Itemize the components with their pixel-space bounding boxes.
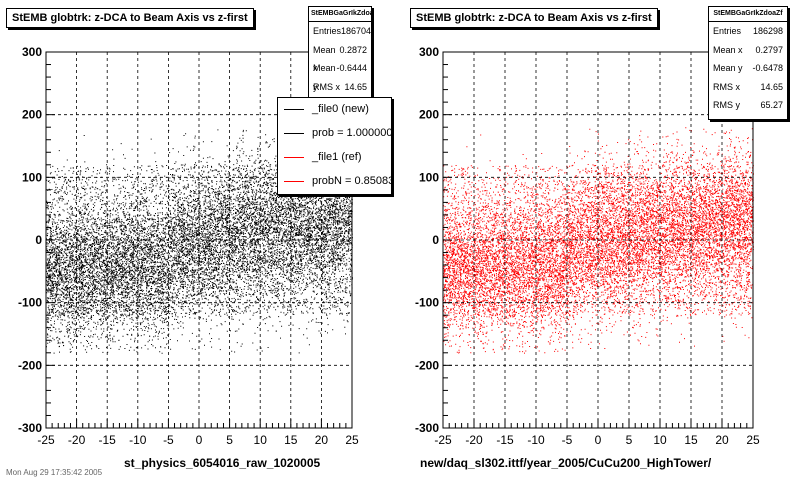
stats-value: -0.6444	[336, 63, 367, 73]
y-tick-label: -100	[415, 296, 439, 310]
x-tick-label: -15	[496, 433, 514, 447]
legend-swatch	[284, 181, 304, 182]
x-tick-label: 25	[345, 433, 359, 447]
stats-name-right: StEMBGaGrIkZdoaZf	[709, 7, 787, 22]
right-pad: -25 -20 -15 -10 -5 0 5 10 15 20 25 -300 -200 -100 0 100…	[400, 0, 800, 480]
scatter-points	[443, 127, 754, 354]
x-tick-label: -5	[163, 433, 174, 447]
legend-entry: _file0 (new)	[278, 98, 391, 122]
stats-value: 186704	[341, 26, 372, 36]
x-tick-label: 5	[226, 433, 233, 447]
stats-row: RMS x 14.65	[309, 78, 371, 97]
stats-value: 14.65	[760, 81, 783, 92]
stats-value: 65.27	[760, 100, 783, 110]
y-tick-label: 100	[419, 170, 439, 184]
x-tick-label: -25	[37, 433, 55, 447]
y-tick-label: 300	[22, 45, 42, 59]
y-tick-label: -200	[415, 358, 439, 372]
x-tick-label: 0	[595, 433, 602, 447]
stats-row: Entries 186704	[309, 22, 371, 41]
y-tick-label: 0	[432, 233, 439, 247]
stats-label: RMS x	[713, 81, 740, 92]
stats-value: -0.6478	[752, 63, 783, 73]
stats-label: Mean x	[713, 44, 743, 55]
scatter-point-cloud	[46, 127, 353, 354]
stats-row: Mean y -0.6478	[709, 59, 787, 78]
x-tick-label: -20	[68, 433, 86, 447]
grid-lines	[443, 52, 753, 428]
x-tick-label: -10	[129, 433, 147, 447]
y-tick-label: -200	[18, 358, 42, 372]
y-tick-label: -300	[18, 421, 42, 435]
legend-label: _file1 (ref)	[312, 151, 362, 163]
y-tick-label: 0	[35, 233, 42, 247]
x-tick-label: 25	[746, 433, 760, 447]
legend-swatch	[284, 133, 304, 134]
legend-label: prob = 1.000000	[312, 127, 392, 139]
x-tick-label: -5	[562, 433, 573, 447]
y-tick-label: 300	[419, 45, 439, 59]
scatter-points	[46, 127, 353, 354]
stats-row: Entries 186298	[709, 22, 787, 41]
chart-title-right: StEMB globtrk: z-DCA to Beam Axis vs z-f…	[410, 8, 658, 28]
legend-label: _file0 (new)	[312, 103, 369, 115]
legend-entry: prob = 1.000000	[278, 122, 391, 146]
y-tick-label: 200	[419, 108, 439, 122]
x-axis-title-left: st_physics_6054016_raw_1020005	[124, 456, 321, 470]
x-tick-label: 10	[254, 433, 268, 447]
x-axis-title-right: new/daq_sl302.ittf/year_2005/CuCu200_Hig…	[420, 456, 712, 470]
scatter-point-cloud	[443, 127, 754, 354]
y-tick-label: -300	[415, 421, 439, 435]
legend-label: probN = 0.850831	[312, 175, 392, 187]
stats-name-left: StEMBGaGrIkZdoaZf	[309, 7, 371, 22]
x-tick-label: -15	[99, 433, 117, 447]
stats-label: Entries	[313, 26, 342, 36]
left-pad: -25 -20 -15 -10 -5 0 5 10 15 20 25 -300 -200 -100 0 100…	[6, 6, 392, 470]
y-tick-label: -100	[18, 296, 42, 310]
stats-label: Mean x	[313, 44, 336, 74]
axis-ticks	[442, 51, 754, 429]
chart-title-left: StEMB globtrk: z-DCA to Beam Axis vs z-f…	[6, 8, 254, 28]
timestamp-footer: Mon Aug 29 17:35:42 2005	[6, 468, 103, 477]
x-tick-label: 15	[684, 433, 698, 447]
legend-swatch	[284, 109, 304, 110]
stats-row: RMS y 65.27	[709, 96, 787, 115]
x-tick-label: 5	[626, 433, 633, 447]
scatter-plot-right: -25 -20 -15 -10 -5 0 5 10 15 20 25 -300 -200 -100 0 100…	[415, 45, 760, 447]
stats-label: RMS x	[313, 81, 340, 92]
stats-value: 0.2872	[339, 44, 367, 55]
legend-entry: _file1 (ref)	[278, 146, 391, 170]
stats-label: Mean y	[313, 63, 336, 92]
legend-box: _file0 (new) prob = 1.000000 _file1 (ref…	[277, 97, 392, 195]
axis-ticks	[45, 51, 353, 429]
stats-label: Mean y	[713, 63, 743, 73]
x-tick-label: 20	[715, 433, 729, 447]
stats-label: RMS y	[713, 100, 740, 110]
stats-value: 186298	[752, 26, 783, 36]
legend-entry: probN = 0.850831	[278, 170, 391, 194]
stats-row: Mean x 0.2872	[309, 41, 371, 74]
legend-swatch	[284, 157, 304, 158]
x-tick-label: -25	[434, 433, 452, 447]
stats-value: 14.65	[344, 81, 367, 92]
stats-row: Mean x 0.2797	[709, 41, 787, 60]
stats-box-right: StEMBGaGrIkZdoaZf Entries 186298 Mean x 0.…	[708, 6, 788, 120]
stats-row: Mean y -0.6444	[309, 59, 371, 92]
stats-value: 0.2797	[755, 44, 783, 55]
y-tick-label: 100	[22, 170, 42, 184]
x-tick-label: 0	[196, 433, 203, 447]
x-tick-label: -10	[527, 433, 545, 447]
x-tick-label: 10	[653, 433, 667, 447]
y-tick-label: 200	[22, 108, 42, 122]
stats-row: RMS x 14.65	[709, 78, 787, 97]
stats-label: Entries	[713, 26, 742, 36]
x-tick-label: 15	[284, 433, 298, 447]
x-tick-label: 20	[315, 433, 329, 447]
x-tick-label: -20	[465, 433, 483, 447]
